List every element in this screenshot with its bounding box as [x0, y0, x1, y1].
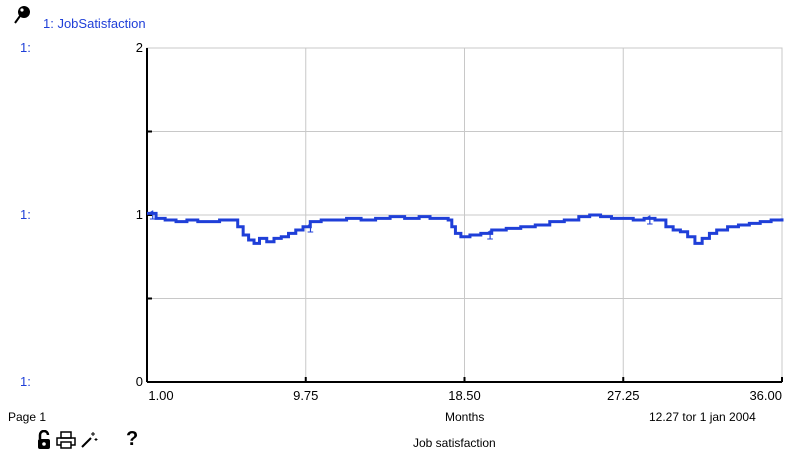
grid	[146, 47, 783, 383]
x-tick-label: 9.75	[293, 388, 318, 403]
y-axis-series-label: 1:	[20, 374, 31, 389]
series-group: 1 1 1 1	[147, 207, 784, 245]
x-tick-label: 18.50	[448, 388, 481, 403]
lock-icon[interactable]	[36, 429, 52, 450]
legend: 1: JobSatisfaction	[14, 6, 146, 31]
y-axis-series-label: 1:	[20, 207, 31, 222]
series-line[interactable]	[147, 211, 784, 245]
x-tick-label: 36.00	[749, 388, 782, 403]
series-marker: 1	[149, 207, 156, 222]
time-readout: 12.27 tor 1 jan 2004	[649, 410, 756, 424]
y-tick-label: 1	[136, 207, 143, 222]
pin-icon[interactable]	[14, 6, 30, 24]
y-ticks: 1: 2 1: 1 1: 0	[20, 40, 143, 389]
y-tick-label: 2	[136, 40, 143, 55]
toolbar: ?	[36, 428, 138, 451]
graph-caption: Job satisfaction	[413, 436, 496, 450]
series-marker: 1	[307, 221, 314, 236]
x-axis-label: Months	[445, 410, 485, 424]
legend-series-label[interactable]: 1: JobSatisfaction	[43, 16, 146, 31]
printer-icon[interactable]	[56, 430, 76, 449]
y-tick-label: 0	[136, 374, 143, 389]
y-axis-series-label: 1:	[20, 40, 31, 55]
x-tick-label: 27.25	[607, 388, 640, 403]
series-marker: 1	[486, 227, 493, 242]
magic-wand-icon[interactable]	[80, 431, 98, 449]
series-marker: 1	[646, 212, 653, 227]
help-icon[interactable]: ?	[126, 428, 139, 450]
x-ticks: 1.00 9.75 18.50 27.25 36.00	[148, 388, 782, 403]
axes	[146, 48, 783, 383]
page-label: Page 1	[8, 410, 47, 424]
x-tick-label: 1.00	[148, 388, 173, 403]
